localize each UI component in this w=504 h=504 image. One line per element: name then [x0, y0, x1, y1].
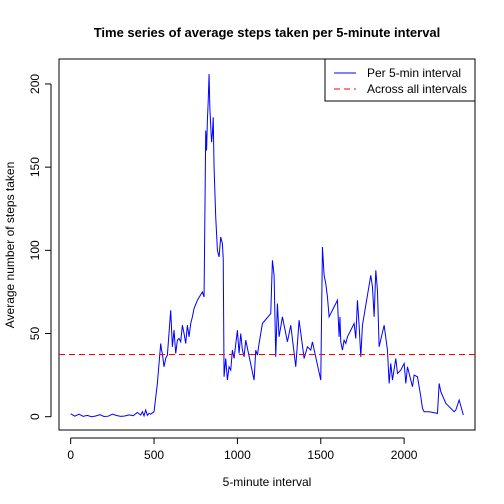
- legend: Per 5-min interval Across all intervals: [324, 58, 476, 102]
- legend-box: [324, 58, 476, 102]
- x-tick-label: 2000: [391, 448, 418, 462]
- y-tick-label: 150: [28, 157, 42, 177]
- x-axis-label: 5-minute interval: [223, 475, 312, 489]
- x-tick-label: 0: [67, 448, 74, 462]
- y-tick-label: 100: [28, 240, 42, 260]
- x-tick-label: 1500: [307, 448, 334, 462]
- y-axis: 0 50 100 150 200: [28, 74, 52, 420]
- y-tick-label: 50: [28, 327, 42, 341]
- y-axis-label: Average number of steps taken: [3, 162, 17, 329]
- chart-title: Time series of average steps taken per 5…: [94, 25, 441, 40]
- series-line-per-interval: [70, 73, 464, 418]
- x-tick-label: 500: [144, 448, 164, 462]
- x-tick-label: 1000: [224, 448, 251, 462]
- legend-label-mean: Across all intervals: [367, 82, 467, 96]
- series-layer: [59, 73, 475, 418]
- x-axis: 0 500 1000 1500 2000: [67, 437, 418, 462]
- y-tick-label: 200: [28, 74, 42, 94]
- y-tick-label: 0: [28, 413, 42, 420]
- plot-area-frame: [58, 58, 476, 431]
- legend-label-per-interval: Per 5-min interval: [367, 66, 461, 80]
